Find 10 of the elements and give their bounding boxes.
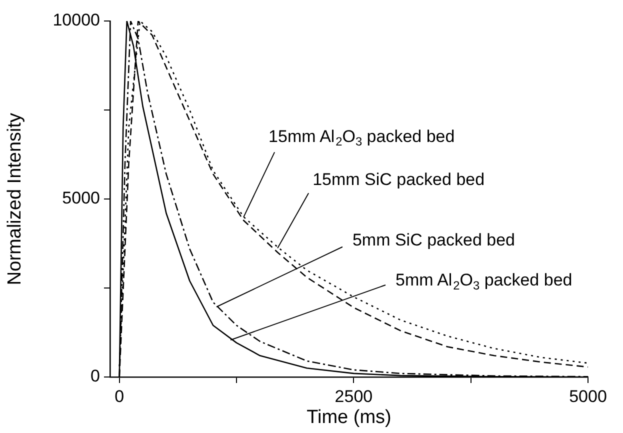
x-axis-title: Time (ms) [306,406,392,428]
y-tick-label: 0 [90,366,100,386]
y-tick-label: 5000 [62,188,100,208]
x-tick-label: 2500 [334,386,373,406]
x-tick-label: 0 [114,386,124,406]
y-axis-title: Normalized Intensity [4,112,26,286]
x-tick-label: 5000 [569,386,607,406]
y-tick-label: 10000 [52,10,100,30]
annotation: 15mm SiC packed bed [312,170,485,189]
annotation: 5mm SiC packed bed [352,230,516,250]
